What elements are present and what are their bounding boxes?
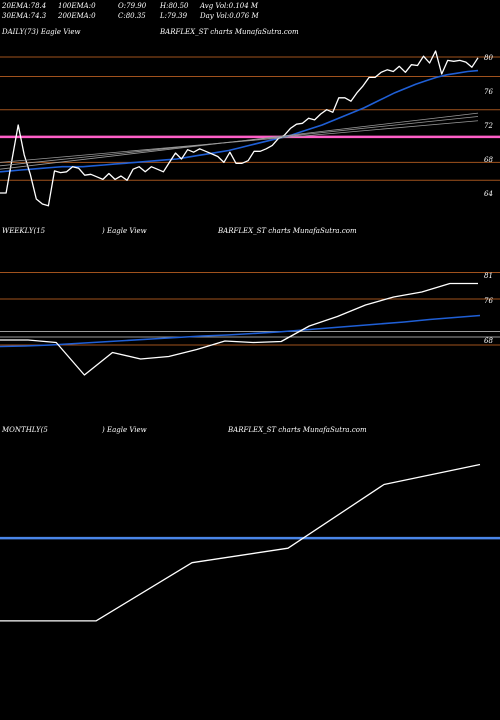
ema200-stat: 200EMA:0 — [58, 12, 96, 20]
low-stat: L:79.39 — [160, 12, 188, 20]
daily-panel-label: DAILY(73) Eagle View — [2, 28, 81, 36]
daily-average-line-2 — [0, 120, 479, 163]
weekly-tick-label-0: 81 — [484, 272, 493, 280]
ema100-stat: 100EMA:0 — [58, 2, 96, 10]
ema30-stat: 30EMA:74.3 — [2, 12, 47, 20]
monthly-panel-label-2: ) Eagle View — [102, 426, 147, 434]
daily-tick-label-2: 72 — [484, 122, 493, 130]
daily-watermark: BARFLEX_ST charts MunafaSutra.com — [160, 28, 299, 36]
weekly-panel-label: WEEKLY(15 — [2, 227, 46, 235]
weekly-tick-label-2: 68 — [484, 337, 493, 345]
weekly-watermark: BARFLEX_ST charts MunafaSutra.com — [218, 227, 357, 235]
daily-tick-label-1: 76 — [484, 88, 493, 96]
open-stat: O:79.90 — [118, 2, 147, 10]
daily-tick-label-4: 64 — [484, 190, 493, 198]
weekly-panel-label-2: ) Eagle View — [102, 227, 147, 235]
daily-tick-label-0: 80 — [484, 54, 493, 62]
monthly-watermark: BARFLEX_ST charts MunafaSutra.com — [228, 426, 367, 434]
weekly-tick-label-1: 76 — [484, 297, 493, 305]
close-stat: C:80.35 — [118, 12, 146, 20]
day-vol-stat: Day Vol:0.076 M — [200, 12, 259, 20]
weekly-ema-line — [0, 314, 481, 348]
ema20-stat: 20EMA:78.4 — [2, 2, 47, 10]
weekly-price-line — [0, 282, 478, 376]
daily-tick-label-3: 68 — [484, 156, 493, 164]
high-stat: H:80.50 — [160, 2, 189, 10]
daily-price-line — [0, 50, 479, 207]
monthly-panel-label: MONTHLY(5 — [2, 426, 48, 434]
daily-average-line-1 — [0, 116, 479, 167]
daily-ema-line — [0, 69, 479, 173]
monthly-price-line — [0, 463, 481, 622]
avg-vol-stat: Avg Vol:0.104 M — [200, 2, 259, 10]
